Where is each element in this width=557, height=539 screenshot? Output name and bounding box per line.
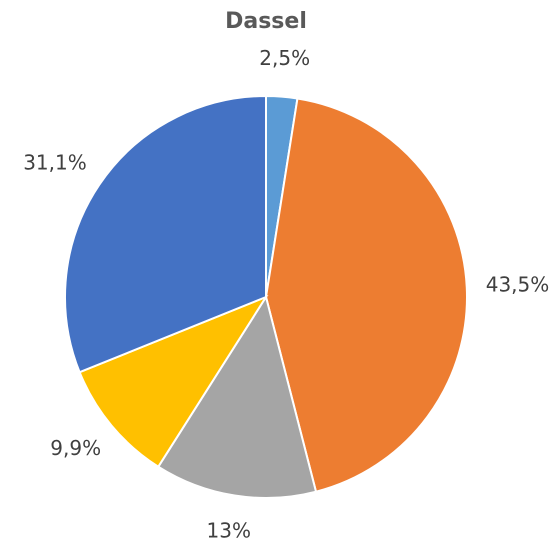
pie-slice: [78, 294, 269, 469]
data-label: 43,5%: [486, 272, 550, 296]
data-label: 13%: [207, 519, 251, 539]
pie-slice: [64, 94, 267, 374]
chart-title: Dassel: [225, 9, 307, 34]
pie-slice: [156, 294, 318, 499]
data-label: 2,5%: [259, 46, 310, 70]
data-label: 9,9%: [50, 436, 101, 460]
pie-slice: [264, 97, 468, 493]
data-label: 31,1%: [23, 150, 87, 174]
